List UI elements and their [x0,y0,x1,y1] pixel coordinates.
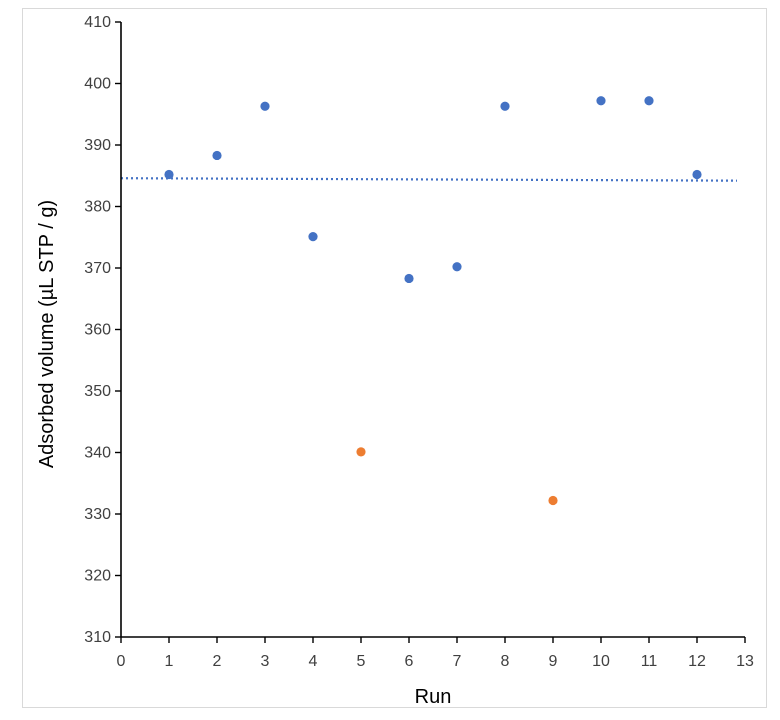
y-tick-label: 380 [84,199,111,216]
y-tick-label: 390 [84,137,111,154]
y-tick-label: 410 [84,14,111,31]
data-point-series-1 [500,101,510,111]
x-tick-label: 11 [641,653,658,670]
x-tick-label: 1 [165,653,174,670]
x-tick-label: 10 [592,653,610,670]
y-tick-label: 320 [84,568,111,585]
data-point-series-2 [356,447,366,457]
data-point-series-1 [260,101,270,111]
data-point-series-2 [548,495,558,506]
x-tick-label: 13 [736,653,754,670]
chart-frame [22,8,767,708]
x-tick-label: 6 [405,653,414,670]
x-tick-label: 3 [261,653,270,670]
data-point-series-1 [452,262,462,272]
x-tick-label: 5 [357,653,366,670]
y-tick-label: 360 [84,322,111,339]
data-point-series-1 [644,96,654,106]
x-tick-label: 8 [501,653,510,670]
data-point-series-1 [212,150,222,161]
x-axis-title: Run [415,686,452,708]
y-tick-label: 340 [84,445,111,462]
y-tick-label: 400 [84,76,111,93]
y-tick-label: 310 [84,629,111,646]
x-tick-label: 12 [688,653,706,670]
x-tick-label: 7 [453,653,462,670]
y-tick-label: 370 [84,260,111,277]
data-point-series-1 [692,169,702,180]
x-tick-label: 4 [309,653,318,670]
y-tick-label: 330 [84,506,111,523]
y-tick-label: 350 [84,383,111,400]
x-tick-label: 2 [213,653,222,670]
x-tick-label: 0 [117,653,126,670]
data-point-series-1 [596,96,606,106]
data-points [164,96,702,506]
data-point-series-1 [308,232,318,242]
data-point-series-1 [404,273,414,284]
reference-dotted-line [120,177,738,182]
data-point-series-1 [164,169,174,180]
reference-line-layer [120,177,738,182]
y-axis-title: Adsorbed volume (µL STP / g) [36,200,58,468]
x-tick-label: 9 [549,653,558,670]
